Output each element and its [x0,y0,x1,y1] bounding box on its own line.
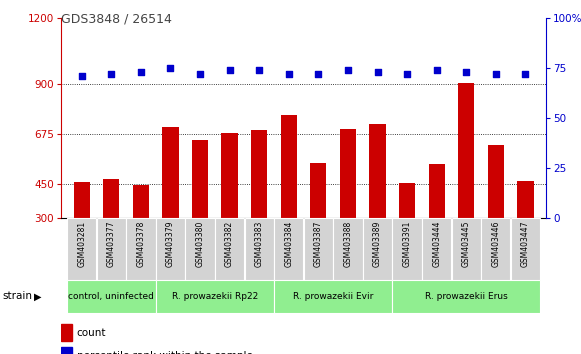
FancyBboxPatch shape [363,218,392,280]
Text: GSM403446: GSM403446 [492,221,500,267]
FancyBboxPatch shape [215,218,244,280]
Text: R. prowazekii Evir: R. prowazekii Evir [293,292,374,301]
Point [254,67,264,73]
Text: GSM403281: GSM403281 [77,221,86,267]
Text: GSM403388: GSM403388 [343,221,353,267]
Point [136,69,145,75]
Point [491,71,500,76]
Point [314,71,323,76]
Text: GSM403387: GSM403387 [314,221,323,267]
FancyBboxPatch shape [67,280,156,313]
FancyBboxPatch shape [511,218,540,280]
Bar [132,185,149,218]
FancyBboxPatch shape [451,218,481,280]
Bar [251,130,267,218]
Text: GDS3848 / 26514: GDS3848 / 26514 [61,12,172,25]
Point [343,67,353,73]
Text: GSM403377: GSM403377 [107,221,116,267]
Bar [61,324,71,341]
Bar [221,133,238,218]
Text: GSM403391: GSM403391 [403,221,411,267]
Bar [310,163,327,218]
FancyBboxPatch shape [67,218,96,280]
FancyBboxPatch shape [274,280,392,313]
Bar [399,183,415,218]
Point [107,71,116,76]
FancyBboxPatch shape [156,280,274,313]
Text: GSM403380: GSM403380 [196,221,205,267]
Point [521,71,530,76]
Point [432,67,442,73]
FancyBboxPatch shape [304,218,333,280]
Text: GSM403444: GSM403444 [432,221,441,267]
Text: GSM403447: GSM403447 [521,221,530,267]
Bar [340,129,356,218]
Bar [192,141,208,218]
FancyBboxPatch shape [245,218,274,280]
Text: strain: strain [3,291,33,302]
FancyBboxPatch shape [156,218,185,280]
FancyBboxPatch shape [481,218,511,280]
Text: GSM403378: GSM403378 [137,221,145,267]
Text: GSM403379: GSM403379 [166,221,175,267]
Bar [517,181,533,218]
Bar [429,164,445,218]
Point [284,71,293,76]
Text: GSM403382: GSM403382 [225,221,234,267]
Text: R. prowazekii Erus: R. prowazekii Erus [425,292,508,301]
FancyBboxPatch shape [126,218,156,280]
FancyBboxPatch shape [392,218,422,280]
FancyBboxPatch shape [392,280,540,313]
Bar [281,115,297,218]
Text: GSM403384: GSM403384 [284,221,293,267]
Text: control, uninfected: control, uninfected [69,292,154,301]
Text: count: count [77,328,106,338]
FancyBboxPatch shape [422,218,451,280]
Point [462,69,471,75]
Point [373,69,382,75]
Bar [162,127,178,218]
Bar [103,179,120,218]
FancyBboxPatch shape [185,218,215,280]
Point [77,73,87,79]
Point [166,65,175,70]
Bar [61,347,71,354]
Text: GSM403445: GSM403445 [462,221,471,267]
Bar [370,124,386,218]
Text: ▶: ▶ [34,291,41,302]
Point [195,71,205,76]
Text: GSM403383: GSM403383 [254,221,264,267]
Point [403,71,412,76]
Point [225,67,234,73]
Bar [74,182,90,218]
Text: GSM403389: GSM403389 [373,221,382,267]
FancyBboxPatch shape [333,218,363,280]
Bar [458,83,475,218]
FancyBboxPatch shape [274,218,303,280]
FancyBboxPatch shape [96,218,126,280]
Bar [487,145,504,218]
Text: percentile rank within the sample: percentile rank within the sample [77,351,252,354]
Text: R. prowazekii Rp22: R. prowazekii Rp22 [172,292,258,301]
